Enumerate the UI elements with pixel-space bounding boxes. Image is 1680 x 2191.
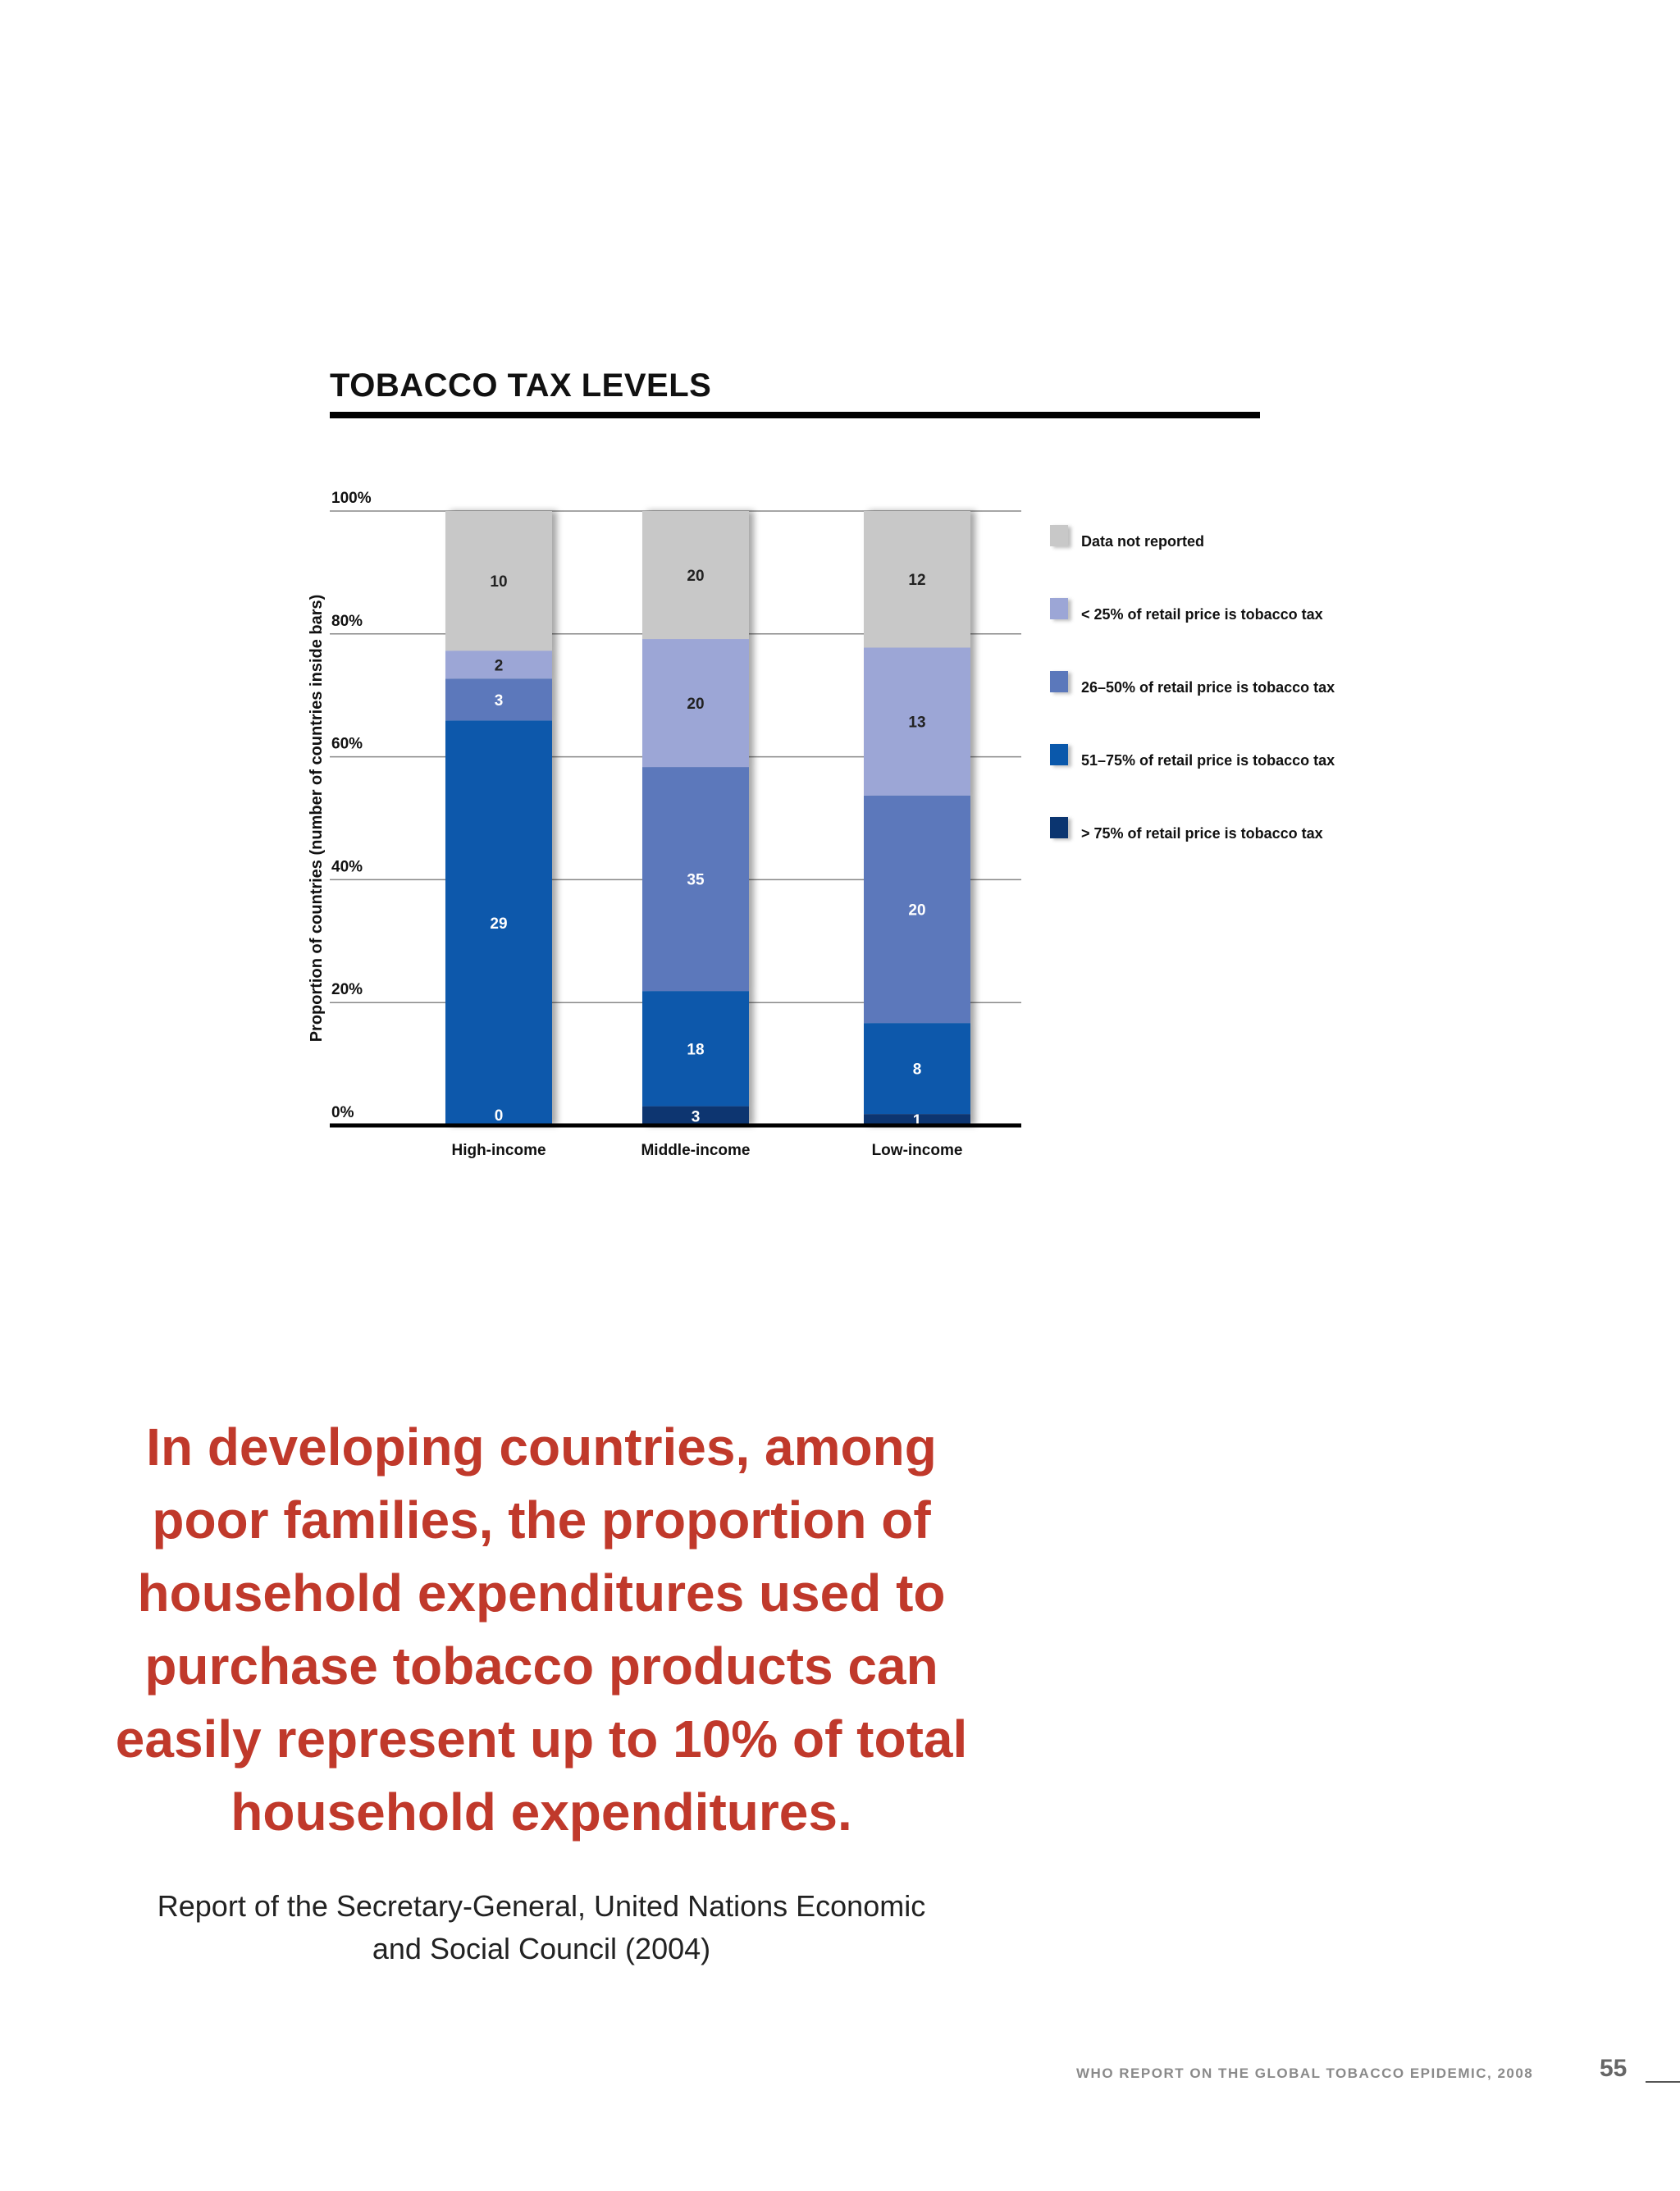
bar-value-label: 10 [490, 573, 507, 591]
legend-swatch [1050, 525, 1068, 546]
bar-value-label: 3 [495, 692, 504, 710]
chart-title: TOBACCO TAX LEVELS [330, 367, 712, 404]
bar-segment [445, 720, 552, 1125]
y-axis-label: Proportion of countries (number of count… [308, 595, 326, 1043]
bar-segment [642, 1106, 749, 1125]
footer-rule [1646, 2081, 1680, 2083]
legend-label: Data not reported [1081, 533, 1205, 550]
bar-segment [642, 511, 749, 640]
bar-value-label: 12 [908, 572, 925, 589]
title-rule [330, 412, 1260, 418]
bar-segment [642, 767, 749, 992]
legend-swatch [1050, 671, 1068, 692]
y-tick-label: 100% [331, 490, 372, 507]
bar-segment [445, 678, 552, 721]
x-tick-label: Low-income [872, 1142, 963, 1159]
page-number: 55 [1600, 2055, 1628, 2082]
bar-segment [864, 1023, 970, 1115]
bar-stack [445, 511, 552, 1125]
y-tick-label: 20% [331, 981, 363, 998]
bar-value-label: 20 [687, 696, 704, 713]
y-tick-label: 40% [331, 858, 363, 875]
bar-segment [864, 647, 970, 796]
bar-value-label: 29 [490, 915, 507, 933]
bar-segment [445, 650, 552, 679]
footer-report-title: WHO REPORT ON THE GLOBAL TOBACCO EPIDEMI… [1076, 2065, 1534, 2081]
legend-swatch [1050, 817, 1068, 838]
pull-quote: In developing countries, among poor fami… [115, 1417, 968, 1842]
bar-value-label: 0 [495, 1107, 504, 1125]
bar-segment [445, 511, 552, 651]
bar-segment [864, 1114, 970, 1125]
y-tick-label: 0% [331, 1104, 354, 1121]
bar-value-label: 13 [908, 714, 925, 732]
legend-label: < 25% of retail price is tobacco tax [1081, 606, 1323, 623]
bar-value-label: 3 [692, 1108, 701, 1125]
bar-value-label: 18 [687, 1041, 704, 1058]
legend-label: > 75% of retail price is tobacco tax [1081, 825, 1323, 842]
legend-label: 26–50% of retail price is tobacco tax [1081, 679, 1335, 696]
x-tick-label: Middle-income [641, 1142, 750, 1159]
bar-segment [642, 991, 749, 1107]
legend-swatch [1050, 598, 1068, 619]
legend-swatch [1050, 744, 1068, 765]
bar-value-label: 20 [687, 568, 704, 585]
bar-value-label: 20 [908, 902, 925, 919]
bar-value-label: 2 [495, 657, 504, 674]
y-tick-label: 80% [331, 613, 363, 630]
bar-segment [864, 511, 970, 648]
legend-label: 51–75% of retail price is tobacco tax [1081, 752, 1335, 769]
y-tick-label: 60% [331, 736, 363, 753]
bar-value-label: 1 [913, 1112, 922, 1130]
quote-source: Report of the Secretary-General, United … [157, 1889, 926, 1965]
bar-value-label: 8 [913, 1061, 922, 1079]
bar-stack [642, 511, 749, 1125]
bar-value-label: 35 [687, 872, 705, 889]
x-tick-label: High-income [451, 1142, 546, 1159]
bar-segment [642, 639, 749, 768]
bar-segment [864, 795, 970, 1024]
bar-stack [864, 511, 970, 1125]
